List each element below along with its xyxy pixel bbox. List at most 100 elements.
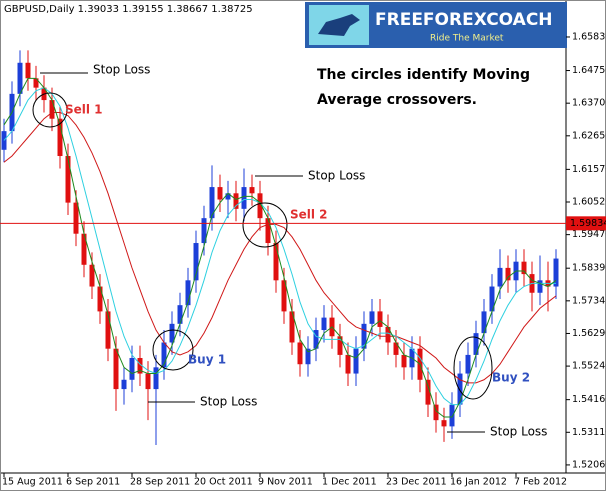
note-line: Average crossovers. <box>317 92 477 108</box>
candle-body <box>369 311 375 324</box>
y-tick-label: 1.56290 <box>572 328 606 339</box>
candle-body <box>177 305 183 324</box>
candle-body <box>257 193 263 219</box>
crossover-circle <box>242 202 288 248</box>
y-tick-label: 1.58390 <box>572 263 606 274</box>
x-tick-label: 6 Sep 2011 <box>66 477 120 488</box>
crossover-circle <box>32 92 68 128</box>
candle-body <box>489 286 495 312</box>
candle-body <box>401 354 407 368</box>
y-tick-label: 1.64750 <box>572 65 606 76</box>
candle-body <box>121 379 127 390</box>
candle-body <box>497 267 503 287</box>
crossover-circle <box>152 329 194 371</box>
candle-body <box>113 348 119 390</box>
candle-body <box>537 280 543 293</box>
candle-body <box>217 187 223 200</box>
stop-loss-label: Stop Loss <box>93 63 150 77</box>
candle-body <box>465 354 471 374</box>
y-tick-label: 1.65830 <box>572 31 606 42</box>
candle-body <box>313 330 319 349</box>
x-tick-label: 7 Feb 2012 <box>514 477 567 488</box>
candle-body <box>169 323 175 343</box>
candle-body <box>337 336 343 355</box>
candle-body <box>81 233 87 265</box>
candle-body <box>473 333 479 355</box>
candle-body <box>105 311 111 349</box>
candle-body <box>441 420 447 427</box>
stop-loss-label: Stop Loss <box>200 395 257 409</box>
note-line: The circles identify Moving <box>317 67 530 83</box>
candle-body <box>57 118 63 157</box>
y-tick-label: 1.62650 <box>572 130 606 141</box>
candle-body <box>553 258 559 287</box>
candle-body <box>241 187 247 209</box>
candle-body <box>281 280 287 312</box>
candle-body <box>89 264 95 287</box>
x-tick-label: 28 Sep 2011 <box>130 477 190 488</box>
candle-body <box>137 358 143 374</box>
candle-body <box>233 193 239 209</box>
candle-body <box>305 348 311 365</box>
logo-horse <box>318 14 360 36</box>
candle-body <box>505 267 511 281</box>
candle-body <box>17 62 23 94</box>
moving-average <box>3 112 557 384</box>
candle-body <box>153 367 159 390</box>
candle-body <box>321 317 327 331</box>
candle-body <box>449 404 455 427</box>
logo: FREEFOREXCOACH Ride The Market <box>305 2 567 48</box>
moving-average <box>3 87 556 406</box>
plot-area <box>1 50 559 446</box>
price-label: 1.59834 <box>570 218 606 229</box>
x-tick-label: 23 Dec 2011 <box>386 477 447 488</box>
candle-body <box>425 379 431 405</box>
candle-body <box>65 156 71 203</box>
candle-body <box>433 404 439 421</box>
candle-body <box>25 62 31 79</box>
candle-body <box>353 348 359 374</box>
candle-body <box>385 326 391 343</box>
candle-body <box>289 311 295 343</box>
candle-body <box>185 280 191 306</box>
candle-body <box>521 261 527 275</box>
candle-body <box>377 311 383 327</box>
x-tick-label: 16 Jan 2012 <box>450 477 507 488</box>
candle-body <box>129 358 135 380</box>
moving-average <box>3 77 557 418</box>
candle-body <box>297 342 303 365</box>
x-tick-label: 20 Oct 2011 <box>194 477 253 488</box>
candle-body <box>209 187 215 219</box>
candle-body <box>145 373 151 390</box>
y-tick-label: 1.63700 <box>572 98 606 109</box>
candle-body <box>345 354 351 374</box>
candle-body <box>201 218 207 244</box>
signal-label: Sell 2 <box>290 208 328 222</box>
y-tick-label: 1.53110 <box>572 427 606 438</box>
stop-loss-label: Stop Loss <box>308 169 365 183</box>
candle-body <box>481 311 487 334</box>
y-tick-label: 1.55240 <box>572 361 606 372</box>
candle-body <box>33 78 39 88</box>
x-tick-label: 1 Dec 2011 <box>322 477 377 488</box>
candle-body <box>273 243 279 281</box>
crossover-circle <box>453 336 493 400</box>
x-tick-label: 15 Aug 2011 <box>2 477 63 488</box>
logo-tagline: Ride The Market <box>430 34 504 44</box>
chart-title: GBPUSD,Daily 1.39033 1.39155 1.38667 1.3… <box>4 4 253 15</box>
price-label-box <box>566 216 606 231</box>
y-tick-label: 1.59470 <box>572 229 606 240</box>
candle-body <box>161 342 167 368</box>
y-tick-label: 1.52060 <box>572 459 606 470</box>
candle-body <box>457 373 463 405</box>
candle-body <box>97 286 103 312</box>
y-tick-label: 1.61570 <box>572 164 606 175</box>
signal-label: Buy 2 <box>492 371 530 385</box>
stop-loss-label: Stop Loss <box>490 425 547 439</box>
candle-body <box>49 100 55 119</box>
candle-body <box>361 323 367 349</box>
candle-body <box>225 193 231 200</box>
logo-name: FREEFOREXCOACH <box>375 10 553 30</box>
